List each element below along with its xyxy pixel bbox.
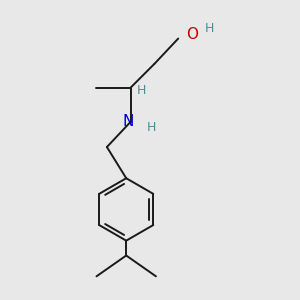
Text: H: H xyxy=(147,121,156,134)
Text: O: O xyxy=(187,27,199,42)
Text: H: H xyxy=(136,84,146,97)
Text: H: H xyxy=(204,22,214,34)
Text: N: N xyxy=(123,114,134,129)
